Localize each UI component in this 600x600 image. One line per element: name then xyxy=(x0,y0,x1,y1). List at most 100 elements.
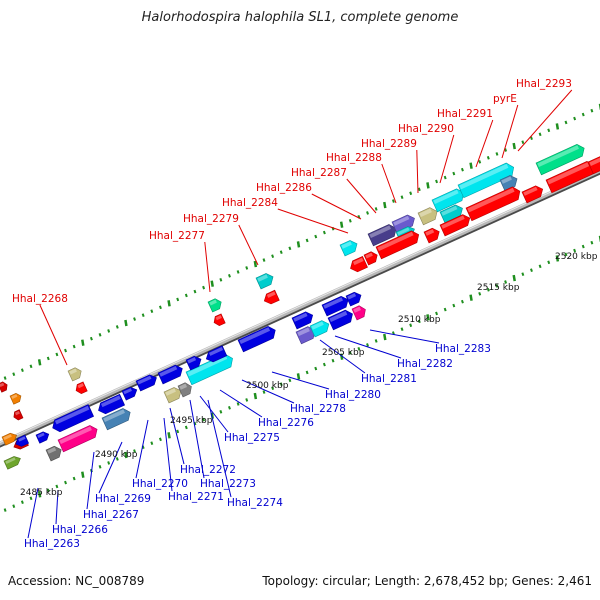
gene-label: Hhal_2276 xyxy=(258,417,314,429)
upper-tick-mark xyxy=(20,368,24,373)
gene-highlight xyxy=(165,388,176,396)
lower-tick-mark xyxy=(555,255,560,262)
upper-tick-mark xyxy=(409,191,413,196)
gene-highlight xyxy=(329,311,348,323)
lower-tick-mark xyxy=(547,260,551,265)
gene-body xyxy=(350,255,368,273)
gene-arrow xyxy=(75,381,88,394)
gene-highlight xyxy=(239,327,271,345)
gene-highlight xyxy=(459,163,509,190)
lower-tick-mark xyxy=(219,409,223,414)
gene-arrow xyxy=(207,298,222,313)
gene-body xyxy=(207,298,222,313)
gene-label: Hhal_2290 xyxy=(398,123,454,135)
lower-tick-mark xyxy=(150,441,154,446)
gene-arrow xyxy=(535,144,585,176)
gene-arrow xyxy=(350,255,368,273)
lower-tick-mark xyxy=(504,280,508,284)
gene-arrow xyxy=(67,367,82,382)
gene-arrow xyxy=(327,309,353,331)
upper-tick-mark xyxy=(564,120,568,125)
upper-tick-mark xyxy=(115,325,119,329)
leader-line xyxy=(334,335,402,359)
leader-line xyxy=(86,451,95,510)
gene-body xyxy=(177,382,192,398)
gene-body xyxy=(391,214,415,234)
upper-tick-mark xyxy=(538,132,542,137)
gene-body xyxy=(263,289,280,305)
lower-tick-mark xyxy=(339,353,344,360)
gene-highlight xyxy=(467,187,515,213)
gene-arrow xyxy=(375,230,420,260)
gene-highlight xyxy=(589,156,600,167)
lower-tick-mark xyxy=(107,461,111,465)
gene-highlight xyxy=(37,432,45,438)
gene-body xyxy=(98,393,126,415)
lower-tick-mark xyxy=(314,366,318,371)
gene-body xyxy=(3,456,21,470)
lower-tick-mark xyxy=(521,272,525,276)
upper-tick-mark xyxy=(348,218,352,223)
gene-arrow xyxy=(57,425,98,453)
lower-tick-mark xyxy=(46,488,50,493)
gene-highlight xyxy=(159,366,178,377)
lower-tick-mark xyxy=(452,303,456,308)
lower-tick-mark xyxy=(538,264,542,269)
gene-highlight xyxy=(397,227,410,236)
lower-tick-mark xyxy=(29,496,33,501)
leader-line xyxy=(439,134,455,184)
upper-tick-mark xyxy=(29,364,33,369)
lower-tick-mark xyxy=(296,373,301,380)
gene-highlight xyxy=(441,215,465,229)
upper-tick-mark xyxy=(236,270,240,274)
lower-tick-mark xyxy=(564,252,568,257)
gene-arrow xyxy=(135,374,157,392)
gene-arrow xyxy=(339,240,358,257)
gene-body xyxy=(185,355,202,371)
gene-body xyxy=(67,367,82,382)
gene-highlight xyxy=(103,409,125,423)
lower-tick-mark xyxy=(357,347,361,351)
gene-body xyxy=(1,432,18,446)
lower-tick-mark xyxy=(383,333,387,341)
gene-label: Hhal_2279 xyxy=(183,213,239,225)
gene-arrow xyxy=(15,434,30,447)
gene-label: Hhal_2267 xyxy=(83,509,139,521)
upper-tick-mark xyxy=(176,297,180,302)
gene-highlight xyxy=(69,368,77,375)
gene-label: Hhal_2287 xyxy=(291,167,347,179)
gene-body xyxy=(439,204,463,224)
lower-tick-mark xyxy=(193,421,197,426)
lower-tick-mark xyxy=(115,457,119,461)
gene-body xyxy=(535,144,585,176)
gene-body xyxy=(57,425,98,453)
lower-tick-mark xyxy=(253,392,258,400)
upper-tick-mark xyxy=(435,179,439,184)
gene-body xyxy=(255,273,274,290)
scale-label: 2515 kbp xyxy=(477,283,520,293)
gene-body xyxy=(351,305,366,321)
gene-arrow xyxy=(431,188,465,213)
upper-tick-mark xyxy=(46,356,50,361)
gene-highlight xyxy=(54,405,90,425)
lower-tick-mark xyxy=(305,370,309,375)
lower-tick-mark xyxy=(443,307,447,312)
backbone-highlight xyxy=(0,168,600,444)
gene-arrow xyxy=(163,387,182,404)
upper-tick-mark xyxy=(228,274,231,278)
gene-highlight xyxy=(377,231,414,252)
gene-body xyxy=(363,251,378,266)
gene-highlight xyxy=(266,291,276,298)
upper-tick-mark xyxy=(374,207,378,211)
gene-arrow xyxy=(237,325,276,353)
leader-line xyxy=(189,399,205,479)
leader-line xyxy=(241,379,295,404)
gene-arrow xyxy=(295,326,316,345)
leader-line xyxy=(199,395,229,433)
lower-tick-mark xyxy=(20,500,24,505)
gene-arrow xyxy=(13,409,24,421)
lower-tick-mark xyxy=(409,323,413,328)
gene-features xyxy=(0,144,600,470)
upper-tick-mark xyxy=(262,258,266,262)
upper-tick-mark xyxy=(98,332,102,337)
